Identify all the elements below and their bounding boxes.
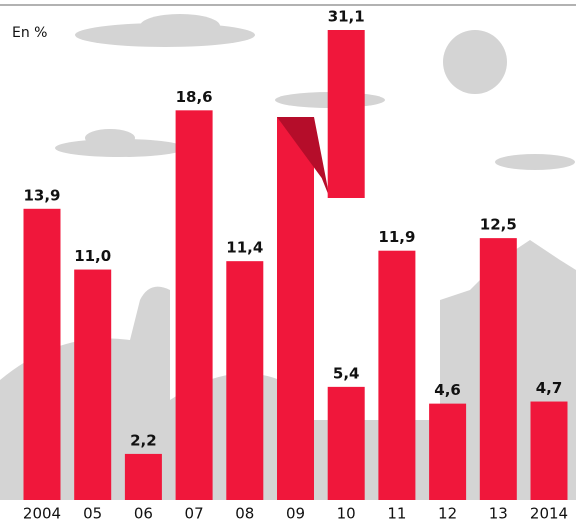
value-label: 4,7 — [536, 379, 563, 397]
bar — [531, 402, 568, 500]
bar — [176, 110, 213, 500]
value-label: 2,2 — [130, 431, 157, 449]
bar — [74, 270, 111, 500]
bar — [328, 387, 365, 500]
x-tick-label: 11 — [387, 505, 406, 523]
bar — [378, 251, 415, 500]
bar — [429, 404, 466, 500]
x-tick-label: 07 — [185, 505, 204, 523]
x-tick-label: 12 — [438, 505, 457, 523]
chart: En % 13,9 2004 11,0 05 2,2 06 18,6 07 11,4 08 31,1… — [0, 0, 576, 523]
bar — [226, 261, 263, 500]
bar-lower-part — [277, 117, 314, 500]
value-label: 13,9 — [23, 186, 60, 204]
x-tick-label: 06 — [134, 505, 153, 523]
value-label: 5,4 — [333, 364, 360, 382]
x-tick-label: 08 — [235, 505, 254, 523]
x-tick-label: 13 — [489, 505, 508, 523]
value-label: 4,6 — [434, 381, 461, 399]
value-label: 11,0 — [74, 247, 111, 265]
value-label: 31,1 — [328, 8, 365, 26]
x-tick-label: 10 — [337, 505, 356, 523]
unit-label: En % — [12, 25, 47, 41]
value-label: 11,4 — [226, 239, 263, 257]
x-tick-label: 05 — [83, 505, 102, 523]
x-tick-label: 2004 — [23, 505, 61, 523]
bar — [24, 209, 61, 500]
value-label: 11,9 — [378, 228, 415, 246]
value-label: 18,6 — [176, 88, 213, 106]
x-tick-label: 09 — [286, 505, 305, 523]
bar — [125, 454, 162, 500]
x-tick-label: 2014 — [530, 505, 568, 523]
bar-upper-part — [328, 30, 365, 198]
bar — [480, 238, 517, 500]
value-label: 12,5 — [480, 216, 517, 234]
